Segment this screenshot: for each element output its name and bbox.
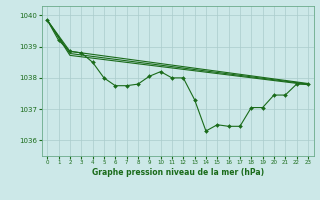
- X-axis label: Graphe pression niveau de la mer (hPa): Graphe pression niveau de la mer (hPa): [92, 168, 264, 177]
